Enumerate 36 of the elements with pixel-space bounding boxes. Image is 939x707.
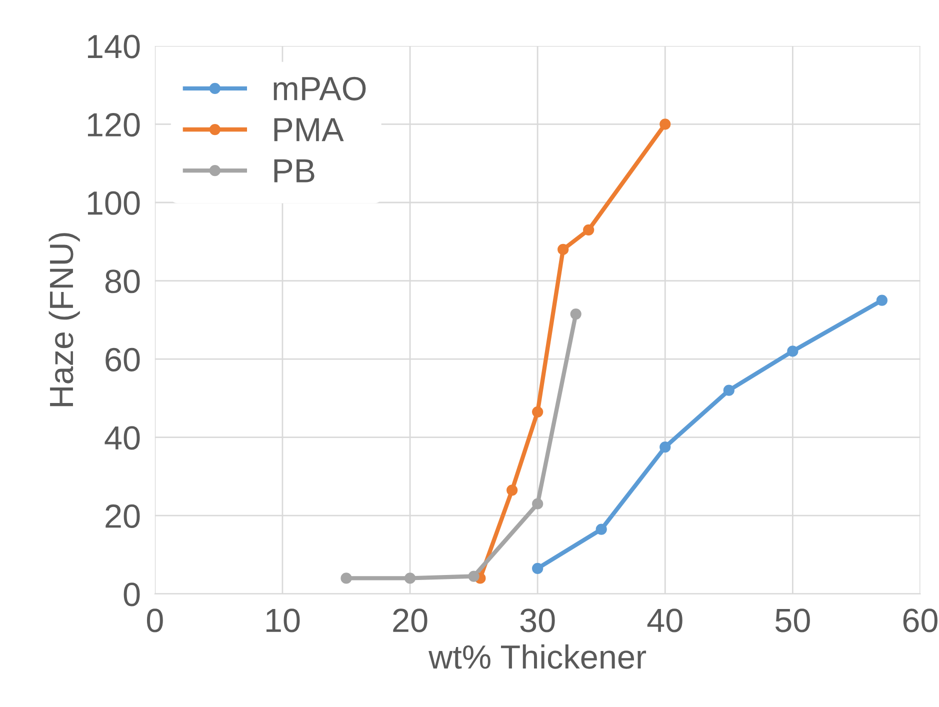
x-tick-label: 20 [393, 608, 428, 632]
x-tick-label: 50 [775, 608, 810, 632]
point [532, 562, 544, 574]
point [532, 406, 544, 418]
point [660, 118, 671, 130]
x-axis-title: wt% Thickener [428, 644, 646, 669]
y-tick-label: 20 [106, 504, 140, 528]
legend-label: mPAO [274, 76, 366, 100]
point [583, 224, 594, 236]
point [340, 572, 352, 584]
y-tick-label: 60 [106, 348, 140, 372]
point [558, 244, 569, 256]
x-tick-label: 0 [146, 608, 163, 632]
y-axis-title: Haze (FNU) [48, 233, 80, 406]
point [787, 346, 798, 357]
legend-label: PMA [274, 118, 344, 142]
point [506, 484, 518, 496]
point [404, 572, 416, 584]
legend-label: PB [274, 159, 314, 182]
x-tick-label: 30 [520, 608, 555, 632]
y-tick-label: 140 [88, 34, 140, 58]
y-tick-label: 80 [105, 270, 140, 294]
y-tick-label: 100 [88, 191, 140, 215]
point [596, 524, 607, 535]
point [660, 442, 671, 453]
point [876, 294, 888, 306]
point [570, 308, 582, 320]
point [532, 498, 544, 510]
point [723, 384, 734, 396]
point [468, 570, 480, 582]
y-tick-label: 120 [88, 113, 140, 137]
x-tick-label: 60 [903, 608, 938, 632]
y-tick-label: 40 [104, 426, 140, 450]
x-tick-label: 40 [647, 608, 682, 632]
x-tick-label: 10 [266, 608, 300, 632]
y-tick-label: 0 [124, 582, 140, 606]
